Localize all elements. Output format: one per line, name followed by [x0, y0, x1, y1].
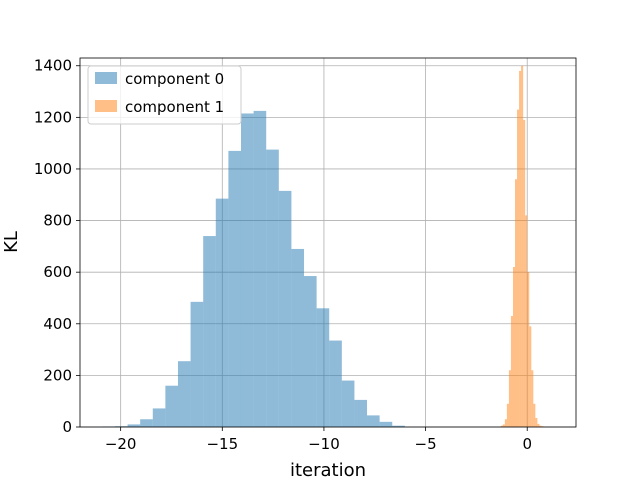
- x-tick-label: −10: [308, 435, 340, 453]
- histogram-bar-component-1: [504, 419, 507, 427]
- legend-swatch-component-1: [95, 100, 117, 112]
- histogram-bar-component-0: [203, 236, 216, 427]
- x-tick-label: 0: [522, 435, 532, 453]
- x-axis-label: iteration: [290, 460, 366, 480]
- histogram-bar-component-1: [531, 370, 534, 427]
- histogram-bar-component-1: [521, 65, 524, 427]
- histogram-bar-component-1: [502, 424, 505, 427]
- legend: component 0 component 1: [87, 65, 242, 125]
- histogram-bar-component-1: [506, 403, 509, 427]
- histogram-bar-component-0: [329, 340, 342, 427]
- histogram-bar-component-0: [304, 276, 317, 427]
- x-tick-label: −15: [206, 435, 238, 453]
- histogram-bar-component-0: [228, 150, 241, 427]
- histogram-bar-component-1: [537, 423, 540, 427]
- histogram-bar-component-0: [152, 408, 166, 427]
- axis-ticks: −20 −15 −10 −5 0 0 200 400 600 800 1000 1200 1400: [34, 57, 532, 453]
- y-tick-label: 0: [62, 418, 72, 436]
- histogram-bar-component-0: [316, 308, 330, 427]
- x-tick-label: −5: [415, 435, 437, 453]
- plot-frame: [79, 57, 577, 428]
- legend-label-component-0: component 0: [125, 70, 224, 88]
- histogram-bar-component-1: [515, 179, 518, 427]
- y-tick-label: 1200: [34, 108, 72, 126]
- y-tick-label: 600: [43, 263, 72, 281]
- histogram-bar-component-1: [539, 425, 542, 427]
- histogram-bar-component-0: [367, 415, 380, 427]
- histogram-bar-component-0: [215, 198, 229, 427]
- y-tick-label: 200: [43, 366, 72, 384]
- histogram-bar-component-0: [140, 419, 153, 427]
- histogram-bar-component-0: [392, 425, 405, 427]
- histogram-bar-component-0: [354, 399, 368, 427]
- histogram-bars: [102, 65, 550, 428]
- histogram-bar-component-0: [190, 301, 204, 427]
- x-tick-label: −20: [105, 435, 137, 453]
- histogram-bar-component-1: [517, 109, 520, 427]
- histogram-bar-component-1: [510, 316, 513, 427]
- histogram-bar-component-1: [525, 215, 528, 427]
- histogram-bar-component-0: [240, 113, 254, 428]
- histogram-bar-component-1: [508, 370, 511, 427]
- legend-label-component-1: component 1: [125, 98, 224, 116]
- legend-swatch-component-0: [95, 72, 117, 84]
- histogram-bar-component-1: [523, 119, 526, 428]
- y-tick-label: 800: [43, 212, 72, 230]
- histogram-bar-component-0: [266, 149, 279, 427]
- histogram-bar-component-0: [177, 361, 191, 427]
- histogram-bar-component-1: [529, 326, 532, 427]
- histogram-bar-component-1: [535, 417, 538, 427]
- histogram-bar-component-1: [527, 272, 530, 427]
- histogram-bar-component-0: [291, 248, 305, 427]
- histogram-bar-component-1: [512, 267, 516, 427]
- y-tick-label: 400: [43, 315, 72, 333]
- y-tick-label: 1000: [34, 160, 72, 178]
- y-axis-label: KL: [1, 231, 22, 253]
- histogram-bar-component-1: [519, 70, 522, 427]
- y-tick-label: 1400: [34, 57, 72, 75]
- histogram-bar-component-0: [165, 385, 178, 427]
- histogram-bar-component-1: [500, 425, 503, 427]
- histogram-bar-component-1: [533, 403, 536, 427]
- histogram-bar-component-0: [278, 190, 292, 427]
- histogram-bar-component-0: [379, 421, 393, 427]
- histogram-bar-component-0: [127, 424, 141, 427]
- histogram-bar-component-0: [253, 110, 267, 428]
- histogram-bar-component-0: [341, 380, 355, 427]
- legend-box: [87, 65, 242, 125]
